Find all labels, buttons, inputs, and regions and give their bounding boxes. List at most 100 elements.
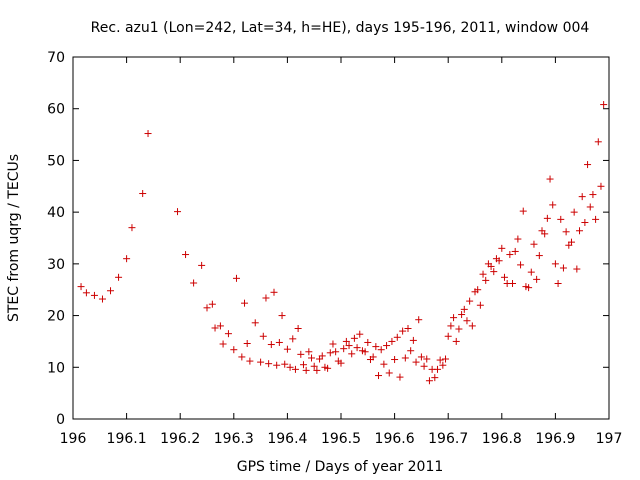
data-point	[498, 244, 506, 252]
data-point	[514, 235, 522, 243]
data-point	[318, 352, 326, 360]
data-point	[511, 247, 519, 255]
data-point	[82, 289, 90, 297]
data-point	[530, 240, 538, 248]
data-point	[262, 294, 270, 302]
data-point	[324, 364, 332, 372]
data-point	[567, 238, 575, 246]
data-point	[546, 175, 554, 183]
data-point	[455, 325, 463, 333]
data-point	[337, 359, 345, 367]
data-point	[578, 193, 586, 201]
data-point	[350, 334, 358, 342]
y-tick-label: 40	[47, 205, 65, 221]
data-point	[115, 273, 123, 281]
data-point	[490, 268, 498, 276]
x-tick-label: 196.9	[535, 431, 575, 447]
data-point	[573, 265, 581, 273]
data-point	[420, 362, 428, 370]
data-point	[458, 311, 466, 319]
data-point	[393, 333, 401, 341]
y-axis-label: STEC from uqrg / TECUs	[6, 154, 22, 322]
data-point	[476, 301, 484, 309]
data-point	[364, 338, 372, 346]
data-point	[584, 161, 592, 169]
x-tick-label: 197	[596, 431, 623, 447]
plot-frame	[72, 56, 610, 420]
data-point	[128, 224, 136, 232]
y-tick-label: 70	[47, 50, 65, 66]
data-point	[535, 252, 543, 260]
y-tick-label: 0	[56, 412, 65, 428]
data-point	[433, 365, 441, 373]
data-point	[289, 335, 297, 343]
data-point	[482, 276, 490, 284]
data-point	[557, 215, 565, 223]
data-point	[562, 228, 570, 236]
data-point	[98, 295, 106, 303]
data-point	[297, 350, 305, 358]
data-point	[594, 138, 602, 146]
data-point	[267, 341, 275, 349]
data-point	[466, 297, 474, 305]
data-point	[592, 215, 600, 223]
data-point	[407, 347, 415, 355]
data-point	[541, 230, 549, 238]
data-point	[211, 324, 219, 332]
data-point	[586, 203, 594, 211]
data-point	[299, 361, 307, 369]
data-point	[345, 342, 353, 350]
data-point	[385, 369, 393, 377]
x-tick-label: 196.7	[428, 431, 468, 447]
data-point	[348, 350, 356, 358]
data-point	[278, 312, 286, 320]
data-point	[517, 261, 525, 269]
data-point	[519, 207, 527, 215]
data-point	[270, 288, 278, 296]
y-tick-label: 10	[47, 360, 65, 376]
data-point	[313, 366, 321, 374]
chart-title: Rec. azu1 (Lon=242, Lat=34, h=HE), days …	[91, 20, 590, 36]
data-point	[525, 284, 533, 292]
data-point	[243, 339, 251, 347]
x-tick-label: 196.8	[482, 431, 522, 447]
data-point	[232, 274, 240, 282]
data-point	[570, 208, 578, 216]
data-point	[597, 182, 605, 190]
data-point	[527, 268, 535, 276]
data-point	[423, 355, 431, 363]
y-axis-ticks: 0 10 20 30 40 50 60 70	[47, 50, 609, 428]
data-point	[581, 218, 589, 226]
data-point	[238, 353, 246, 361]
data-point	[326, 349, 334, 357]
x-tick-label: 196	[60, 431, 87, 447]
data-point	[509, 280, 517, 288]
data-point	[107, 287, 115, 295]
data-point	[329, 340, 337, 348]
data-point	[439, 361, 447, 369]
data-point	[388, 337, 396, 345]
y-tick-label: 20	[47, 309, 65, 325]
data-point	[554, 280, 562, 288]
data-point	[559, 264, 567, 272]
data-point	[377, 346, 385, 354]
data-points	[77, 101, 608, 385]
data-point	[468, 322, 476, 330]
y-tick-label: 50	[47, 153, 65, 169]
data-point	[415, 316, 423, 324]
data-point	[342, 337, 350, 345]
data-point	[123, 255, 131, 263]
data-point	[600, 101, 608, 109]
x-tick-label: 196.3	[214, 431, 254, 447]
x-tick-label: 196.4	[267, 431, 307, 447]
data-point	[259, 332, 267, 340]
data-point	[589, 191, 597, 199]
data-point	[474, 286, 482, 294]
data-point	[409, 336, 417, 344]
data-point	[417, 353, 425, 361]
data-point	[391, 356, 399, 364]
data-point	[506, 251, 514, 259]
data-point	[198, 261, 206, 269]
